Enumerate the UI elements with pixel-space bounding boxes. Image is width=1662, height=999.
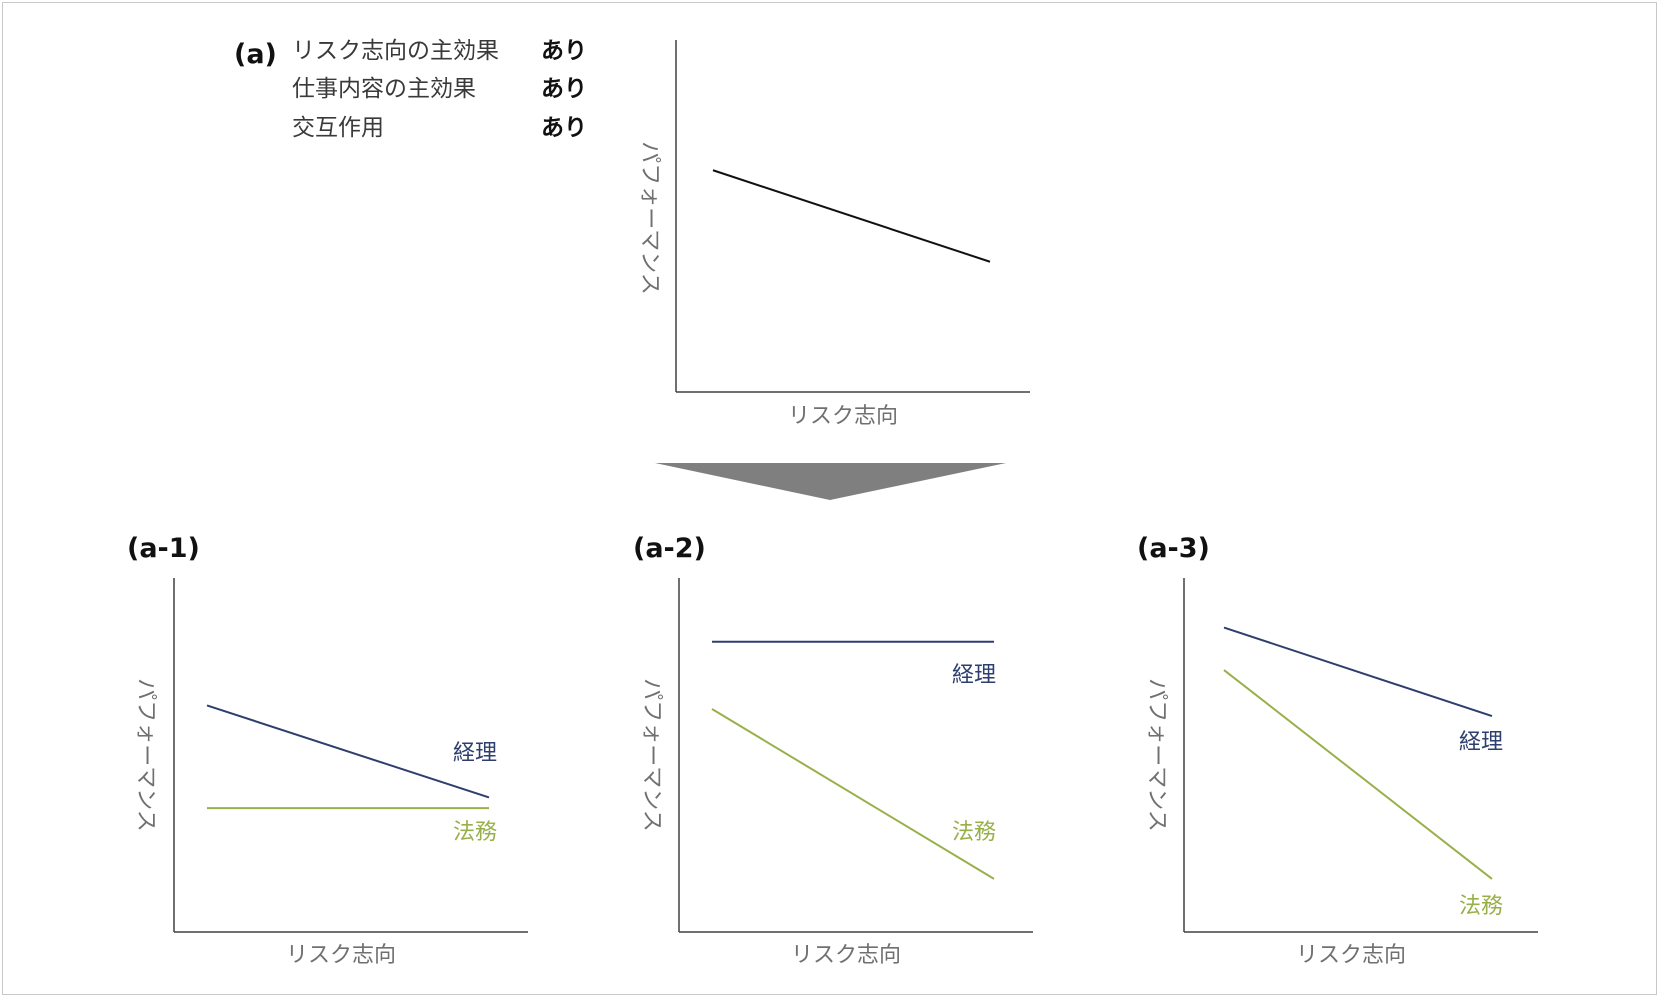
down-arrow xyxy=(655,463,1006,500)
panel-a2-legal-line xyxy=(711,708,995,880)
panel-a3-legal-line xyxy=(1223,669,1493,880)
top-y-axis-label: パフォーマンス xyxy=(637,141,662,295)
panel-a2-x-axis-label: リスク志向 xyxy=(791,943,901,968)
panel-a1-accounting-line xyxy=(206,704,490,799)
condition-value-interaction: あり xyxy=(541,115,587,141)
panel-a1-y-axis-label: パフォーマンス xyxy=(133,678,158,832)
panel-a3-y-axis-label: パフォーマンス xyxy=(1144,678,1169,832)
panel-a2: (a-2) 経理 法務 リスク志向 パフォーマンス xyxy=(633,533,1033,968)
condition-label-risk: リスク志向の主効果 xyxy=(292,38,499,64)
panel-a3-legal-label: 法務 xyxy=(1459,894,1503,919)
panel-a3: (a-3) 経理 法務 リスク志向 パフォーマンス xyxy=(1137,533,1538,968)
top-chart: リスク志向 パフォーマンス xyxy=(637,40,1030,429)
panel-a2-legal-label: 法務 xyxy=(952,820,996,845)
condition-label-job: 仕事内容の主効果 xyxy=(292,76,476,102)
condition-list: (a) リスク志向の主効果 あり 仕事内容の主効果 あり 交互作用 あり xyxy=(234,38,587,141)
panel-a3-accounting-label: 経理 xyxy=(1459,730,1503,755)
top-x-axis-label: リスク志向 xyxy=(788,404,898,429)
panel-a1: (a-1) 経理 法務 リスク志向 パフォーマンス xyxy=(127,533,528,968)
panel-a3-accounting-line xyxy=(1223,626,1493,718)
top-performance-line xyxy=(712,169,991,263)
condition-label-interaction: 交互作用 xyxy=(292,115,384,141)
panel-a1-accounting-label: 経理 xyxy=(453,741,497,766)
panel-a2-y-axis-label: パフォーマンス xyxy=(639,678,664,832)
panel-a3-tag: (a-3) xyxy=(1137,533,1210,564)
condition-value-risk: あり xyxy=(541,38,587,64)
panel-a2-tag: (a-2) xyxy=(633,533,706,564)
panel-a1-tag: (a-1) xyxy=(127,533,200,564)
panel-a2-accounting-label: 経理 xyxy=(952,663,996,688)
panel-a1-x-axis-label: リスク志向 xyxy=(286,943,396,968)
condition-value-job: あり xyxy=(541,76,587,102)
panel-a3-x-axis-label: リスク志向 xyxy=(1296,943,1406,968)
panel-a1-legal-label: 法務 xyxy=(453,820,497,845)
header-tag: (a) xyxy=(234,39,277,70)
